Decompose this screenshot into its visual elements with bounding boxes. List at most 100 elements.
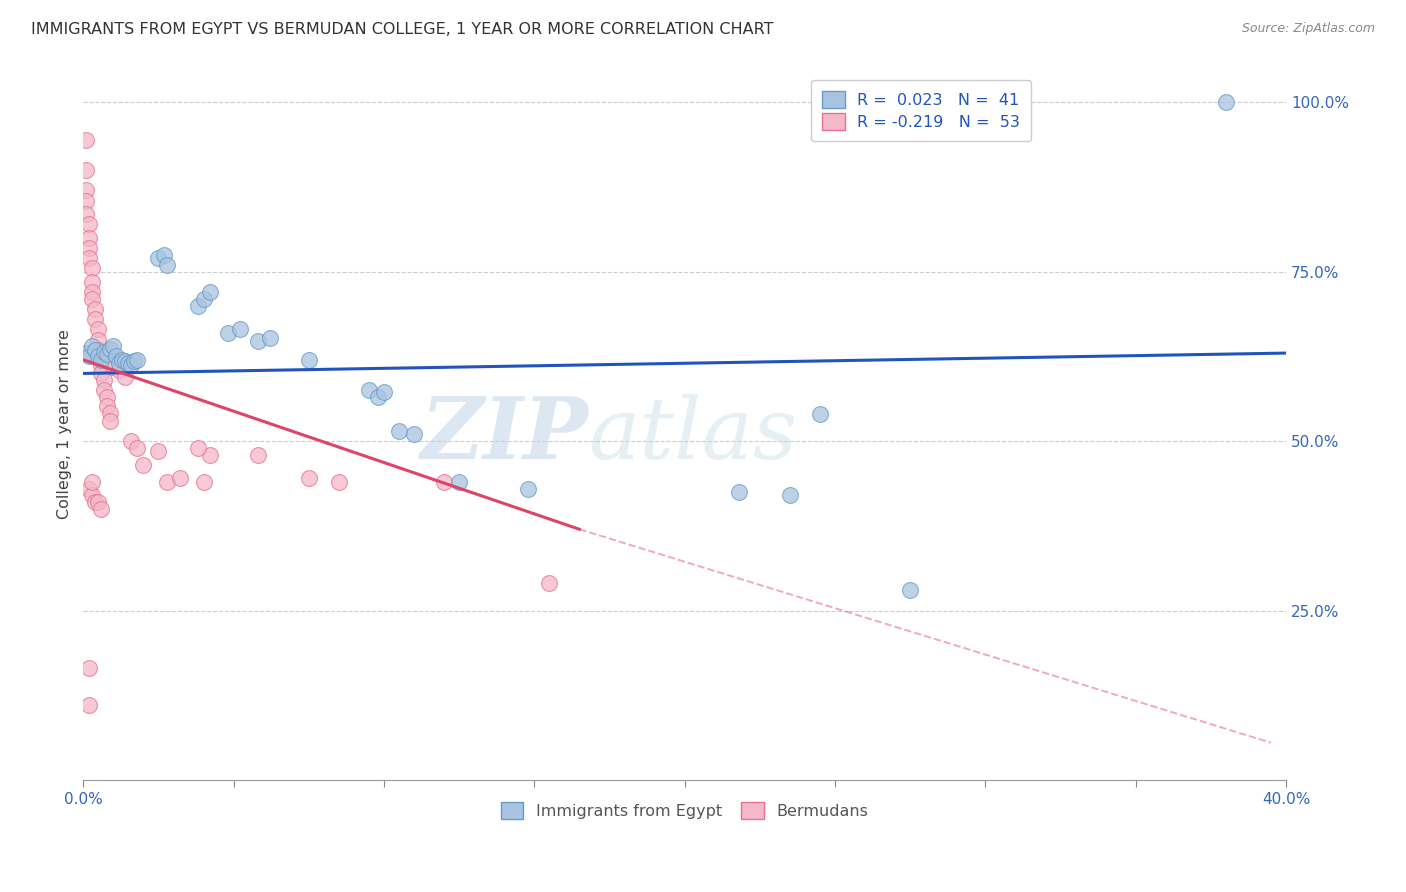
Point [246,334,269,348]
Point [87,350,110,364]
Point [402,427,425,442]
Point [228,322,250,336]
Point [82,339,104,353]
Point [108,356,131,370]
Point [79,231,101,245]
Point [84,312,107,326]
Point [75,133,97,147]
Point [93,384,115,398]
Point [87,322,110,336]
Point [127,441,149,455]
Point [193,475,215,489]
Point [82,275,104,289]
Point [79,350,101,364]
Point [388,424,411,438]
Point [79,698,101,713]
Point [198,285,221,299]
Point [114,369,136,384]
Point [82,475,104,489]
Point [75,194,97,208]
Point [148,252,170,266]
Point [75,207,97,221]
Point [87,495,110,509]
Point [98,342,121,356]
Point [87,343,110,357]
Point [79,252,101,266]
Point [111,352,134,367]
Point [120,359,142,373]
Point [259,331,281,345]
Text: ZIP: ZIP [420,393,589,476]
Point [367,390,389,404]
Point [187,441,209,455]
Point [198,448,221,462]
Point [779,488,801,502]
Point [90,350,112,364]
Point [246,448,269,462]
Point [98,414,121,428]
Point [84,495,107,509]
Point [373,385,395,400]
Point [84,301,107,316]
Text: atlas: atlas [589,393,797,476]
Point [96,399,118,413]
Point [538,576,561,591]
Point [120,434,142,449]
Point [108,363,131,377]
Point [93,373,115,387]
Point [298,471,321,485]
Point [808,407,831,421]
Point [1215,95,1237,110]
Point [82,261,104,276]
Point [124,354,146,368]
Text: Source: ZipAtlas.com: Source: ZipAtlas.com [1241,22,1375,36]
Point [156,475,179,489]
Point [117,356,139,370]
Point [328,475,350,489]
Point [90,367,112,381]
Point [79,482,101,496]
Point [127,352,149,367]
Point [898,583,921,598]
Point [449,475,471,489]
Point [103,339,125,353]
Legend: Immigrants from Egypt, Bermudans: Immigrants from Egypt, Bermudans [495,796,875,825]
Point [75,163,97,178]
Point [96,390,118,404]
Point [193,292,215,306]
Point [187,299,209,313]
Point [105,350,128,364]
Point [90,502,112,516]
Point [132,458,155,472]
Point [433,475,456,489]
Point [82,488,104,502]
Point [169,471,191,485]
Point [93,344,115,359]
Text: IMMIGRANTS FROM EGYPT VS BERMUDAN COLLEGE, 1 YEAR OR MORE CORRELATION CHART: IMMIGRANTS FROM EGYPT VS BERMUDAN COLLEG… [31,22,773,37]
Point [90,352,112,367]
Point [148,444,170,458]
Point [98,406,121,420]
Point [79,218,101,232]
Point [84,343,107,357]
Point [87,333,110,347]
Point [82,292,104,306]
Point [156,258,179,272]
Point [103,352,125,367]
Point [75,346,97,360]
Point [298,352,321,367]
Point [217,326,239,340]
Point [96,347,118,361]
Point [79,241,101,255]
Point [114,354,136,368]
Y-axis label: College, 1 year or more: College, 1 year or more [58,329,72,519]
Point [79,661,101,675]
Point [727,485,749,500]
Point [75,184,97,198]
Point [82,285,104,299]
Point [153,248,176,262]
Point [357,384,380,398]
Point [103,359,125,374]
Point [517,482,540,496]
Point [90,359,112,373]
